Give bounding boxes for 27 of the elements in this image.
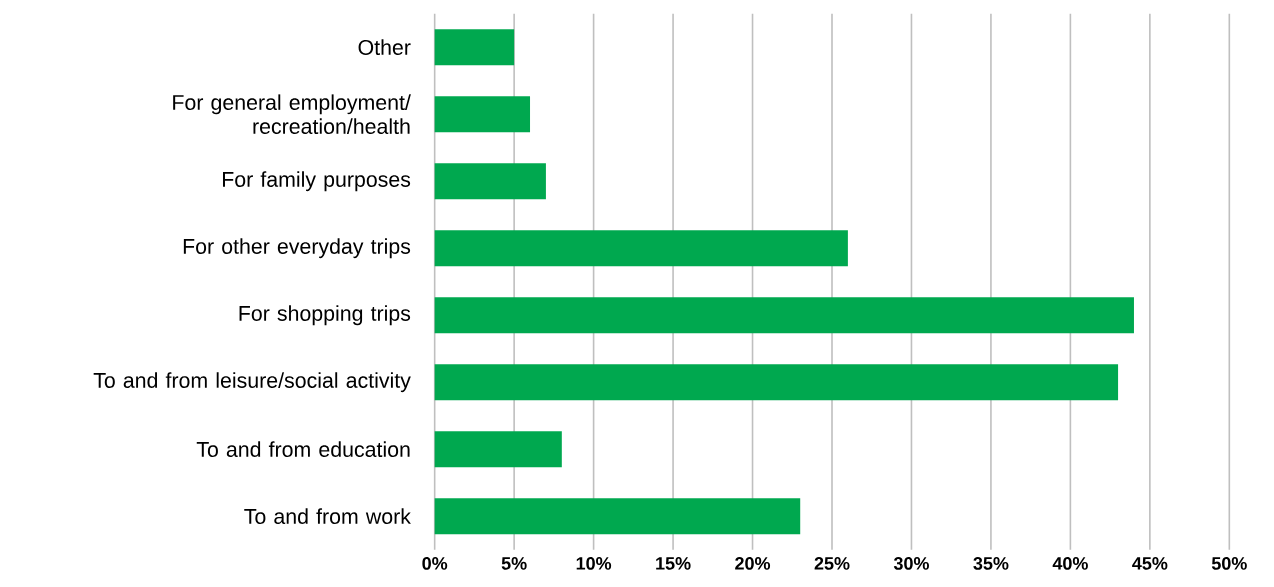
x-tick-label: 30% [893, 557, 929, 570]
bar [434, 431, 562, 468]
bar [434, 297, 1134, 334]
x-tick-label: 35% [973, 557, 1009, 570]
x-tick-label: 45% [1132, 557, 1168, 570]
x-tick-label: 40% [1052, 557, 1088, 570]
bar [434, 364, 1119, 401]
y-tick-label: To and from education [196, 441, 410, 458]
bar [434, 163, 546, 200]
x-tick-label: 5% [501, 557, 527, 570]
x-tick-label: 10% [576, 557, 612, 570]
bar [434, 230, 848, 267]
y-tick-label: For shopping trips [239, 305, 411, 326]
x-tick-label: 50% [1211, 557, 1247, 570]
y-tick-label: To and from leisure/social activity [93, 372, 411, 393]
bar [434, 96, 531, 133]
y-tick-label: Other [358, 39, 411, 56]
x-tick-label: 0% [422, 557, 448, 570]
y-tick-label: For general employment/ recreation/health [173, 94, 411, 135]
x-tick-label: 15% [656, 557, 691, 570]
x-tick-label: 25% [814, 557, 850, 570]
y-tick-label: For family purposes [223, 171, 411, 192]
bar [434, 29, 515, 66]
y-tick-label: To and from work [244, 508, 411, 525]
bar [434, 498, 801, 535]
y-tick-label: For other everyday trips [183, 238, 411, 259]
x-tick-label: 20% [735, 557, 771, 570]
